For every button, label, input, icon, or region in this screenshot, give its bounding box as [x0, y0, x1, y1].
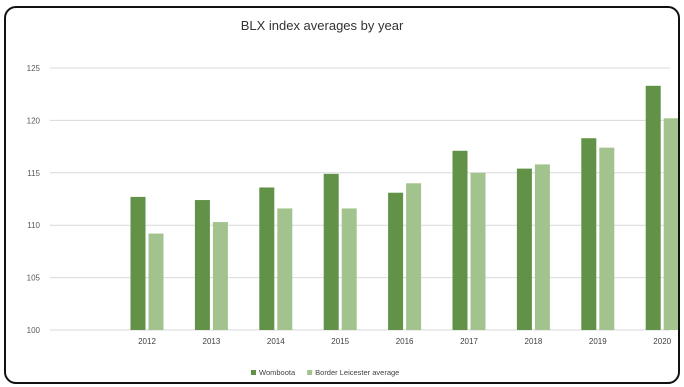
legend-label: Border Leicester average: [315, 368, 399, 377]
bars: [130, 85, 678, 330]
bar-chart: BLX index averages by year 1001051101151…: [27, 18, 678, 377]
x-axis-ticks: 2012 2013 2014 2015 2016 2017 2018 2019 2020: [138, 337, 672, 346]
x-tick-label: 2020: [653, 337, 671, 346]
legend: Womboota Border Leicester average: [251, 368, 399, 377]
x-tick-label: 2014: [267, 337, 285, 346]
x-tick-label: 2012: [138, 337, 156, 346]
bar-border-leicester-2016: [406, 183, 422, 330]
legend-swatch-womboota: [251, 370, 256, 375]
y-tick-label: 110: [27, 221, 40, 230]
bar-womboota-2020: [645, 85, 661, 330]
bar-border-leicester-2017: [470, 172, 486, 330]
y-tick-label: 115: [27, 169, 40, 178]
legend-swatch-border-leicester: [307, 370, 313, 375]
bar-border-leicester-2012: [148, 233, 164, 330]
x-tick-label: 2015: [331, 337, 349, 346]
y-tick-label: 125: [27, 64, 41, 73]
bar-border-leicester-2018: [534, 164, 550, 330]
bar-border-leicester-2020: [663, 118, 678, 330]
x-tick-label: 2017: [460, 337, 478, 346]
x-tick-label: 2013: [203, 337, 221, 346]
bar-womboota-2014: [259, 187, 275, 330]
bar-border-leicester-2015: [341, 208, 357, 330]
chart-frame: BLX index averages by year 100 105 110 115 1…: [4, 6, 680, 384]
bar-womboota-2016: [388, 192, 404, 330]
x-tick-label: 2019: [589, 337, 607, 346]
legend-label: Womboota: [259, 368, 296, 377]
bar-womboota-2019: [581, 138, 597, 330]
y-axis-ticks: 100 105 110 115 120 125: [27, 64, 41, 335]
y-tick-label: 120: [27, 116, 41, 125]
bar-border-leicester-2019: [599, 147, 615, 330]
chart-title: BLX index averages by year: [241, 18, 404, 33]
bar-womboota-2018: [516, 168, 532, 330]
bar-womboota-2015: [323, 173, 339, 330]
x-tick-label: 2018: [525, 337, 543, 346]
bar-womboota-2013: [194, 200, 210, 330]
x-tick-label: 2016: [396, 337, 414, 346]
y-tick-label: 100: [27, 326, 41, 335]
bar-border-leicester-2013: [212, 222, 228, 330]
bar-womboota-2017: [452, 150, 468, 330]
y-tick-label: 105: [27, 274, 41, 283]
bar-border-leicester-2014: [277, 208, 293, 330]
bar-womboota-2012: [130, 196, 146, 330]
